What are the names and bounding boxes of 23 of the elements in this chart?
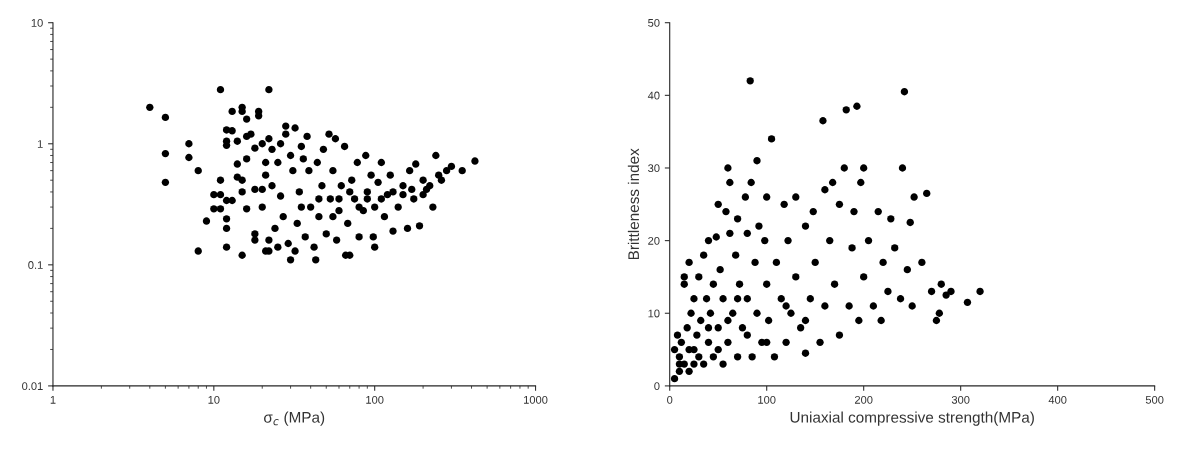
y-tick-label: 10 xyxy=(31,18,43,27)
x-tick-label: 10 xyxy=(208,395,220,404)
x-tick-label: 100 xyxy=(366,395,384,404)
y-tick-label: 0.01 xyxy=(22,382,43,391)
x-tick-label: 300 xyxy=(951,395,970,404)
x-axis-title: Uniaxial compressive strength(MPa) xyxy=(790,411,1034,426)
x-tick-label: 0 xyxy=(667,395,673,404)
x-axis-title: σ$_{c}$ (MPa) xyxy=(264,411,325,426)
x-tick-label: 500 xyxy=(1145,395,1164,404)
x-tick-label: 200 xyxy=(854,395,873,404)
x-tick-label: 1 xyxy=(50,396,56,404)
y-tick-label: 0 xyxy=(654,382,660,391)
y-tick-label: 10 xyxy=(648,309,660,318)
y-tick-label: 1 xyxy=(37,140,43,148)
y-tick-label: 40 xyxy=(647,91,660,100)
x-tick-label: 400 xyxy=(1048,395,1067,404)
y-tick-label: 0.1 xyxy=(28,261,43,269)
y-axis-title: Brittleness index xyxy=(627,148,640,260)
x-tick-label: 1000 xyxy=(524,395,548,404)
y-tick-label: 50 xyxy=(648,18,660,27)
x-tick-label: 100 xyxy=(758,395,776,404)
y-tick-label: 20 xyxy=(648,236,660,245)
y-tick-label: 30 xyxy=(648,164,660,173)
